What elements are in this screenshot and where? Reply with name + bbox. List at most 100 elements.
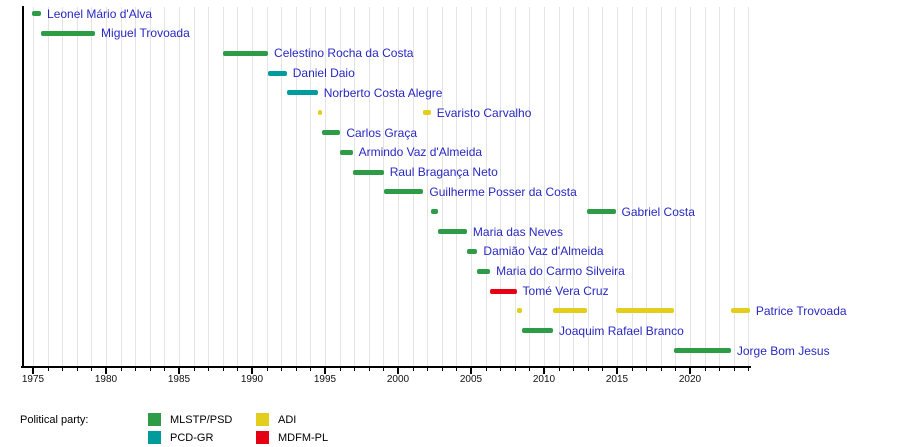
axis-tick-1998 — [368, 368, 370, 371]
leader-name-miguel-trovoada[interactable]: Miguel Trovoada — [101, 26, 190, 41]
leader-name-patrice-trovoada[interactable]: Patrice Trovoada — [755, 303, 847, 318]
axis-tick-1975 — [32, 368, 34, 374]
gridline-1991 — [266, 7, 268, 366]
legend-swatch-mlstp-psd — [148, 413, 161, 426]
legend-label-adi: ADI — [278, 413, 297, 426]
axis-tick-2000 — [397, 368, 399, 374]
leader-name-joaquim-rafael-branco[interactable]: Joaquim Rafael Branco — [559, 323, 684, 338]
leader-name-jorge-bom-jesus[interactable]: Jorge Bom Jesus — [736, 343, 830, 358]
gridline-2002 — [427, 7, 429, 366]
leader-name-celestino-rocha-da-costa[interactable]: Celestino Rocha da Costa — [274, 46, 414, 61]
gridline-1987 — [208, 7, 210, 366]
gridline-1998 — [368, 7, 370, 366]
axis-tick-1999 — [383, 368, 385, 371]
axis-tick-2014 — [602, 368, 604, 371]
gridline-2019 — [675, 7, 677, 366]
gridline-2000 — [398, 7, 399, 366]
axis-tick-1980 — [105, 368, 107, 374]
term-bar-celestino-rocha-da-costa-1 — [223, 50, 269, 56]
axis-tick-1976 — [47, 368, 49, 371]
axis-tick-2023 — [733, 368, 735, 371]
axis-tick-2006 — [485, 368, 487, 371]
axis-tick-1991 — [266, 368, 268, 371]
leader-name-evaristo-carvalho[interactable]: Evaristo Carvalho — [436, 105, 532, 120]
legend-label-mlstp-psd: MLSTP/PSD — [170, 413, 233, 426]
gridline-1979 — [91, 7, 93, 366]
gridline-1980 — [106, 7, 107, 366]
axis-year-label-2010: 2010 — [532, 374, 556, 385]
gridline-2023 — [733, 7, 735, 366]
axis-tick-2021 — [704, 368, 706, 371]
term-bar-maria-das-neves-1 — [438, 229, 467, 235]
leader-name-dami-o-vaz-d-almeida[interactable]: Damião Vaz d'Almeida — [483, 244, 604, 259]
gridline-2006 — [485, 7, 487, 366]
axis-tick-1995 — [324, 368, 326, 374]
x-axis-line — [21, 366, 751, 368]
term-bar-raul-bragan-a-neto-1 — [352, 169, 384, 175]
axis-tick-2022 — [719, 368, 721, 371]
gridline-1977 — [62, 7, 64, 366]
axis-tick-1979 — [91, 368, 93, 371]
gridline-1976 — [47, 7, 49, 366]
axis-tick-1986 — [193, 368, 195, 371]
gridline-2018 — [660, 7, 662, 366]
axis-tick-2009 — [529, 368, 531, 371]
axis-year-label-1990: 1990 — [240, 374, 264, 385]
leader-name-raul-bragan-a-neto[interactable]: Raul Bragança Neto — [389, 165, 498, 180]
term-bar-gabriel-costa-2 — [587, 209, 616, 215]
axis-tick-1978 — [76, 368, 78, 371]
axis-tick-1992 — [281, 368, 283, 371]
gridline-2008 — [514, 7, 516, 366]
gridline-2009 — [529, 7, 531, 366]
leader-name-guilherme-posser-da-costa[interactable]: Guilherme Posser da Costa — [429, 184, 577, 199]
leader-name-gabriel-costa[interactable]: Gabriel Costa — [621, 204, 695, 219]
leader-name-carlos-gra-a[interactable]: Carlos Graça — [346, 125, 418, 140]
gridline-2005 — [471, 7, 472, 366]
timeline-chart: 1975 1980 1985 1990 1995 2000 2005 2010 2015 2020… — [21, 6, 847, 385]
leader-name-daniel-daio[interactable]: Daniel Daio — [292, 66, 355, 81]
leader-name-maria-das-neves[interactable]: Maria das Neves — [472, 224, 563, 239]
axis-tick-2019 — [675, 368, 677, 371]
axis-tick-1985 — [178, 368, 180, 374]
gridline-1978 — [76, 7, 78, 366]
gridline-2024 — [748, 7, 750, 366]
leader-name-leonel-m-rio-d-alva[interactable]: Leonel Mário d'Alva — [47, 6, 153, 21]
axis-tick-2020 — [689, 368, 691, 374]
legend-item-mlstp-psd: MLSTP/PSD — [148, 411, 256, 428]
leader-name-armindo-vaz-d-almeida[interactable]: Armindo Vaz d'Almeida — [358, 145, 483, 160]
term-bar-tom-vera-cruz-1 — [490, 288, 517, 294]
gridline-1984 — [164, 7, 166, 366]
leader-name-norberto-costa-alegre[interactable]: Norberto Costa Alegre — [323, 85, 443, 100]
gridline-1988 — [222, 7, 224, 366]
legend-item-mdfm-pl: MDFM-PL — [256, 429, 364, 446]
legend: Political party: MLSTP/PSD PCD-GR ADI MDFM-… — [20, 411, 364, 446]
axis-tick-2017 — [646, 368, 648, 371]
term-bar-guilherme-posser-da-costa-1 — [383, 189, 424, 195]
term-bar-patrice-trovoada-3 — [615, 308, 675, 314]
gridline-2016 — [631, 7, 633, 366]
axis-tick-1990 — [251, 368, 253, 374]
axis-tick-2007 — [500, 368, 502, 371]
axis-year-label-2015: 2015 — [605, 374, 629, 385]
axis-tick-1997 — [354, 368, 356, 371]
axis-tick-2003 — [441, 368, 443, 371]
term-bar-dami-o-vaz-d-almeida-1 — [466, 248, 478, 254]
legend-title: Political party: — [20, 414, 89, 426]
legend-label-mdfm-pl: MDFM-PL — [278, 431, 329, 444]
axis-tick-2015 — [616, 368, 618, 374]
legend-items: MLSTP/PSD PCD-GR ADI MDFM-PL — [148, 411, 364, 446]
gridline-1994 — [310, 7, 312, 366]
axis-tick-1983 — [149, 368, 151, 371]
term-bar-daniel-daio-1 — [268, 70, 287, 76]
gridline-2021 — [704, 7, 706, 366]
gridline-2012 — [573, 7, 575, 366]
gridline-1989 — [237, 7, 239, 366]
gridline-2010 — [544, 7, 545, 366]
gridline-2013 — [587, 7, 589, 366]
axis-tick-1994 — [310, 368, 312, 371]
axis-tick-2018 — [660, 368, 662, 371]
gridline-2011 — [558, 7, 560, 366]
leader-name-tom-vera-cruz[interactable]: Tomé Vera Cruz — [522, 284, 609, 299]
legend-swatch-adi — [256, 413, 269, 426]
leader-name-maria-do-carmo-silveira[interactable]: Maria do Carmo Silveira — [496, 264, 625, 279]
